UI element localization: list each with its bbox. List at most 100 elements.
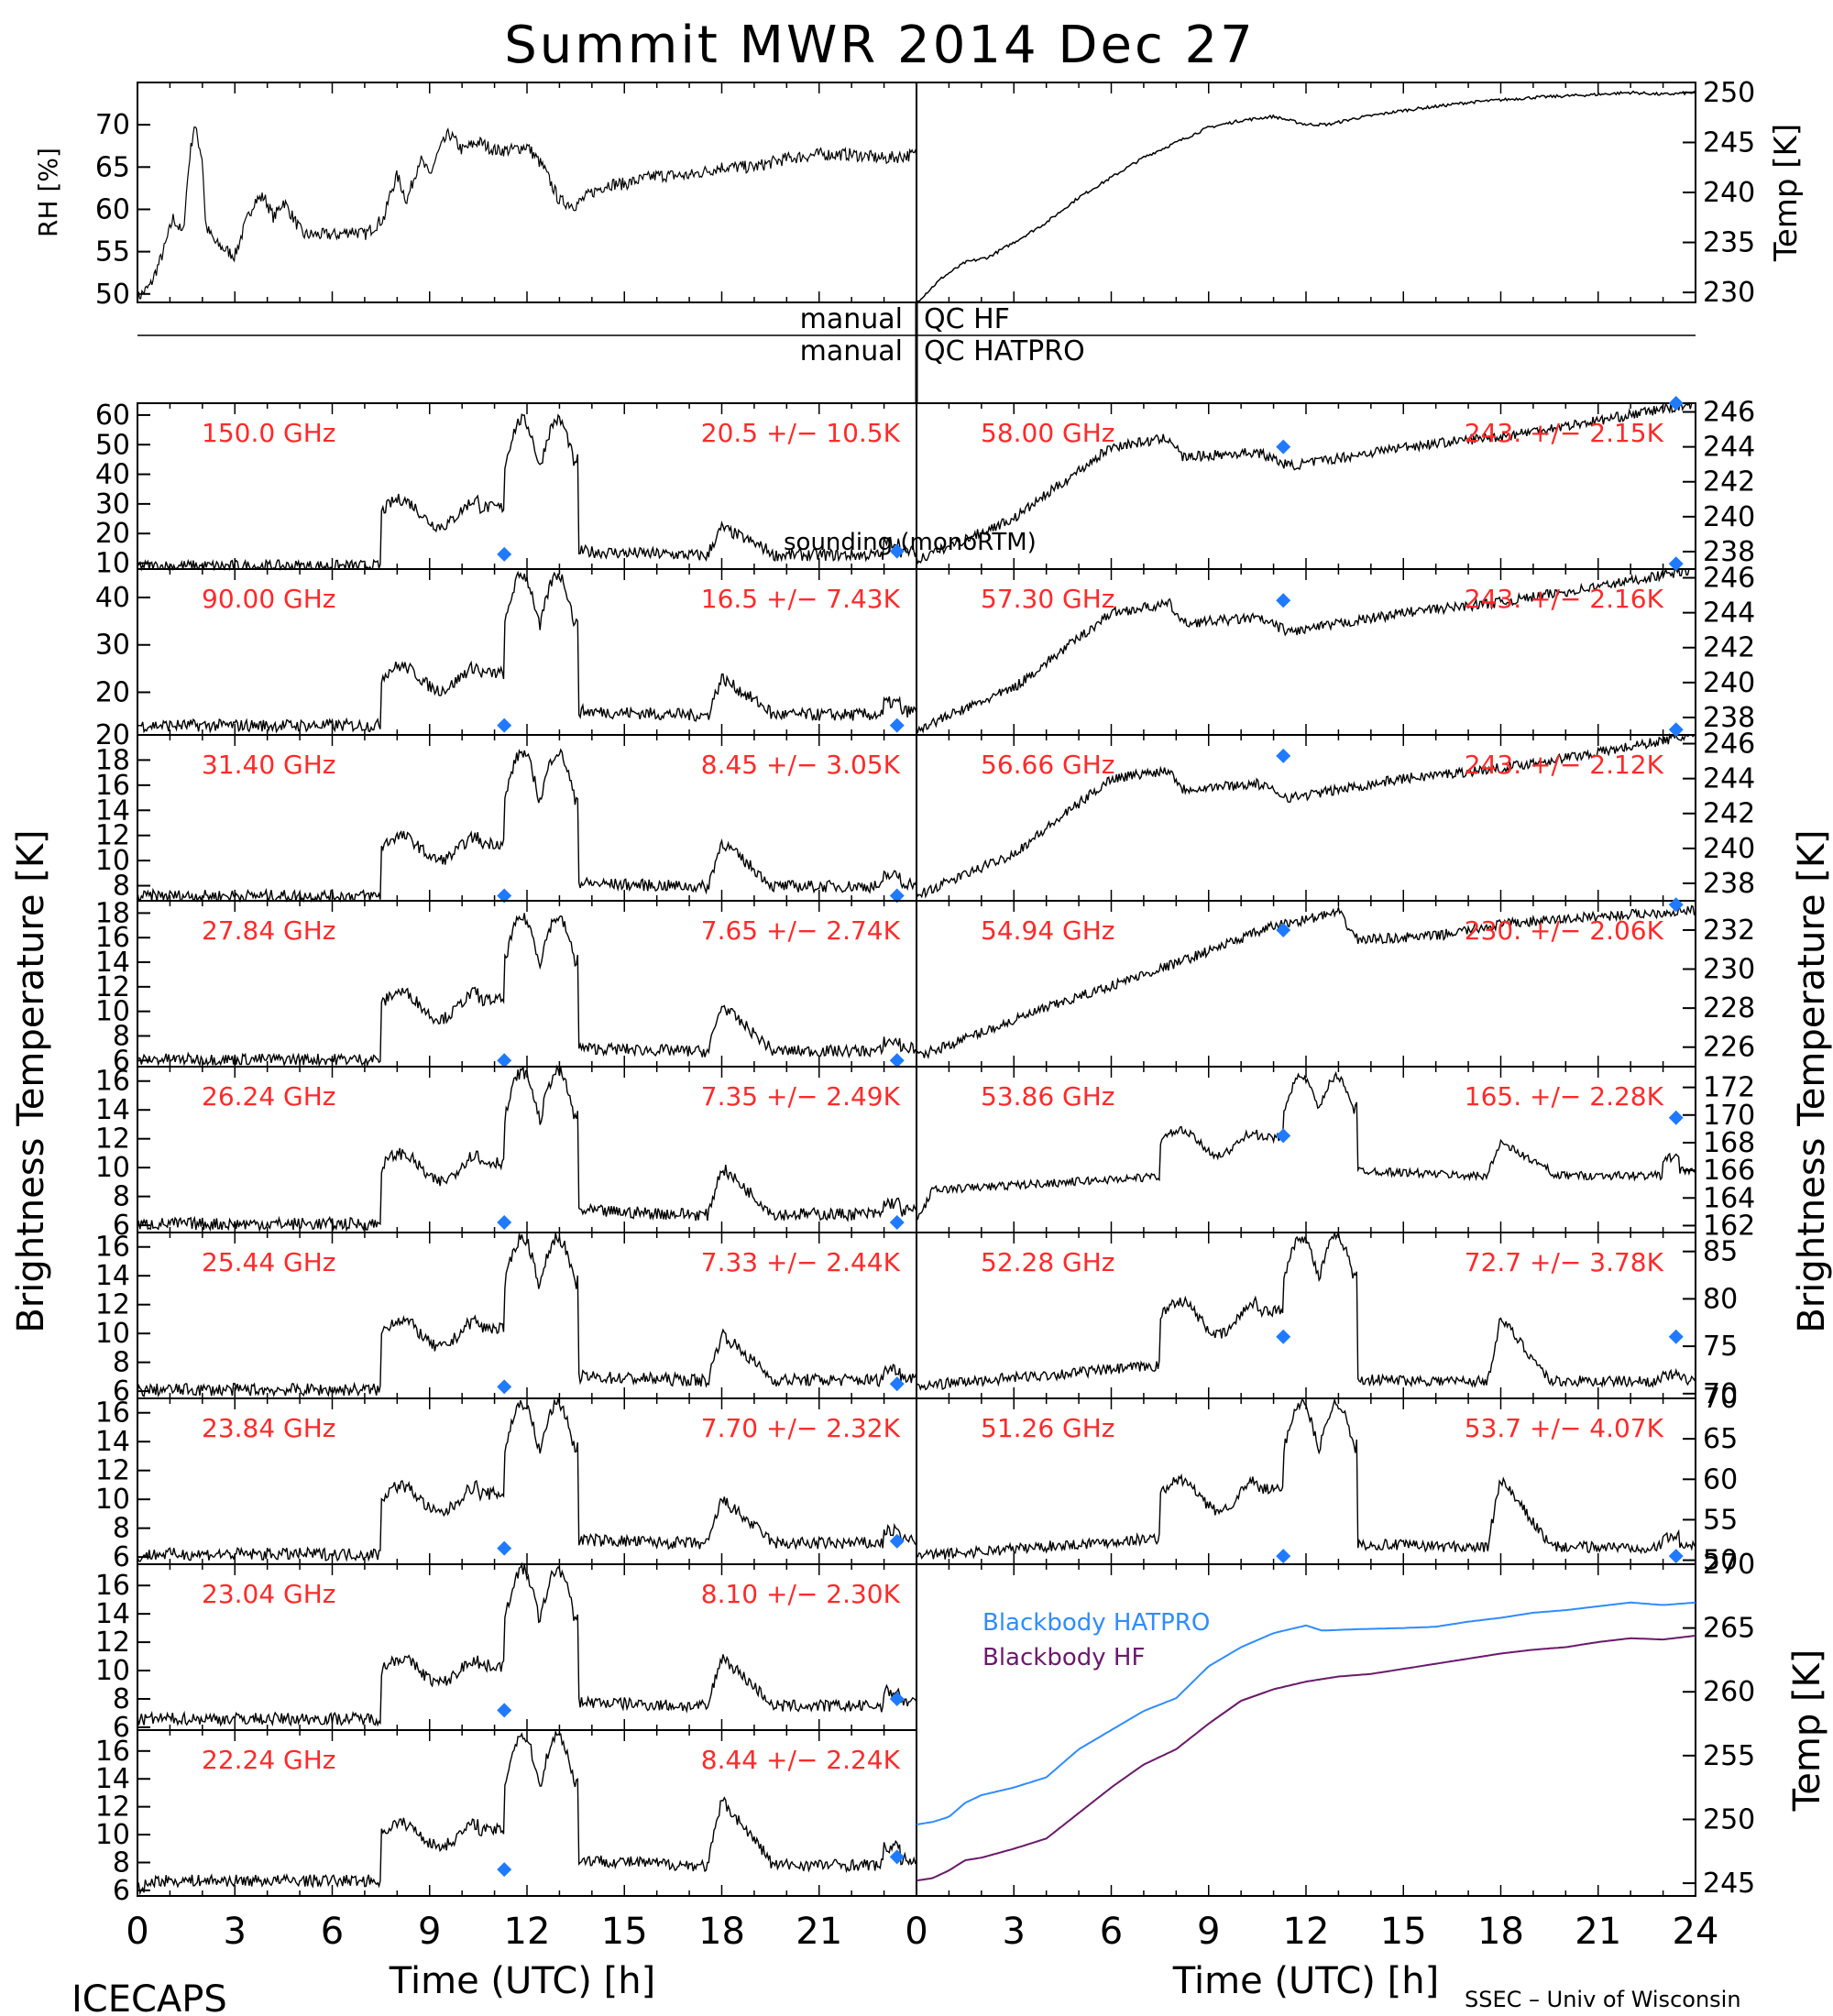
left-panel-5-series: [137, 1233, 917, 1398]
left-panel-3-ytick-label: 18: [95, 897, 130, 929]
right-panel-1-sounding-point: [1276, 593, 1291, 608]
right-panel-5-stats: 72.7 +/− 3.78K: [1465, 1247, 1664, 1277]
left-panel-6-sounding-point: [497, 1540, 512, 1556]
left-panel-4-ytick-label: 10: [95, 1152, 130, 1184]
right-panel-6-freq: 51.26 GHz: [981, 1413, 1115, 1443]
right-panel-3-ytick-label: 228: [1703, 992, 1755, 1024]
left-panel-1-sounding-point: [497, 718, 512, 733]
left-panel-4-ytick-label: 12: [95, 1123, 130, 1156]
rh-panel-ytick-label: 65: [95, 151, 130, 183]
x-tick-label-left: 21: [796, 1911, 842, 1953]
left-panel-0-ytick-label: 30: [95, 488, 130, 520]
left-panel-4-sounding-point: [889, 1214, 905, 1230]
temp-series: [916, 90, 1696, 303]
left-panel-3-sounding-point: [889, 1053, 905, 1068]
right-panel-3-freq: 54.94 GHz: [981, 915, 1115, 946]
temp-panel-ytick-label: 250: [1703, 77, 1755, 109]
left-panel-6-ytick-label: 14: [95, 1426, 130, 1458]
rh-panel-ytick-label: 55: [95, 236, 130, 268]
left-panel-0-sounding-point: [497, 546, 512, 562]
left-panel-7-ytick-label: 14: [95, 1598, 130, 1630]
right-panel-4-ytick-label: 170: [1703, 1100, 1755, 1132]
right-panel-1-series: [916, 566, 1696, 734]
left-panel-2-ytick-label: 20: [95, 719, 130, 751]
right-panel-0-series: [916, 400, 1696, 564]
left-panel-7-ytick-label: 10: [95, 1655, 130, 1687]
left-panel-6-ytick-label: 10: [95, 1484, 130, 1516]
rh-ylabel: RH [%]: [33, 148, 63, 237]
left-panel-6-sounding-point: [889, 1533, 905, 1549]
right-panel-3-sounding-point: [1668, 897, 1684, 913]
right-panel-0-ytick-label: 244: [1703, 432, 1755, 464]
right-panel-4-ytick-label: 164: [1703, 1182, 1755, 1214]
qc-hatpro-right: QC HATPRO: [924, 335, 1085, 367]
left-panel-2-sounding-point: [497, 888, 512, 904]
qc-hf-left: manual: [800, 303, 903, 335]
left-panel-3-ytick-label: 12: [95, 971, 130, 1003]
left-panel-1-freq: 90.00 GHz: [202, 584, 336, 614]
left-panel-4-series: [137, 1064, 917, 1233]
right-panel-1-sounding-point: [1668, 556, 1684, 572]
left-panel-2-ytick-label: 10: [95, 845, 130, 877]
left-panel-0-ytick-label: 60: [95, 400, 130, 432]
left-panel-8-ytick-label: 8: [113, 1846, 130, 1879]
right-panel-3-series: [916, 904, 1696, 1060]
right-panel-1-ytick-label: 240: [1703, 667, 1755, 699]
right-panel-0-stats: 243. +/− 2.15K: [1465, 418, 1664, 448]
left-panel-4-ytick-label: 6: [113, 1210, 130, 1242]
x-tick-label-left: 6: [321, 1911, 344, 1953]
left-panel-6-freq: 23.84 GHz: [202, 1413, 336, 1443]
right-panel-4-series: [916, 1070, 1696, 1221]
right-panel-0-freq: 58.00 GHz: [981, 418, 1115, 448]
left-panel-8-ytick-label: 12: [95, 1791, 130, 1824]
left-panel-0-ytick-label: 10: [95, 548, 130, 580]
left-panel-2-ytick-label: 14: [95, 794, 130, 827]
left-panel-5-sounding-point: [889, 1376, 905, 1392]
left-panel-7-ytick-label: 8: [113, 1683, 130, 1715]
left-panel-6-ytick-label: 6: [113, 1541, 130, 1573]
right-panel-5-ytick-label: 75: [1703, 1331, 1738, 1363]
rh-panel-ytick-label: 70: [95, 109, 130, 141]
right-panel-4-ytick-label: 162: [1703, 1210, 1755, 1242]
right-panel-5-sounding-point: [1668, 1329, 1684, 1344]
temp-panel-ytick-label: 230: [1703, 277, 1755, 309]
right-panel-6-stats: 53.7 +/− 4.07K: [1465, 1413, 1664, 1443]
right-panel-4-freq: 53.86 GHz: [981, 1081, 1115, 1112]
x-tick-label-right: 21: [1575, 1911, 1621, 1953]
left-panel-5-ytick-label: 8: [113, 1347, 130, 1379]
left-panel-0-ytick-label: 20: [95, 518, 130, 550]
x-tick-label-left: 9: [418, 1911, 441, 1953]
right-panel-2-sounding-point: [1668, 722, 1684, 738]
left-panel-8-ytick-label: 16: [95, 1736, 130, 1768]
right-panel-4-ytick-label: 172: [1703, 1072, 1755, 1104]
left-panel-6-stats: 7.70 +/− 2.32K: [701, 1413, 901, 1443]
x-tick-label-right: 0: [905, 1911, 927, 1953]
right-panel-1-freq: 57.30 GHz: [981, 584, 1115, 614]
left-panel-4-freq: 26.24 GHz: [202, 1081, 336, 1112]
left-panel-0-ytick-label: 50: [95, 429, 130, 461]
right-panel-4-ytick-label: 166: [1703, 1155, 1755, 1187]
x-tick-label-right: 12: [1283, 1911, 1330, 1953]
x-tick-label-left: 12: [504, 1911, 551, 1953]
right-panel-2-stats: 243. +/− 2.12K: [1465, 750, 1664, 780]
blackbody-ylabel: Temp [K]: [1786, 1649, 1828, 1813]
right-panel-0-ytick-label: 238: [1703, 536, 1755, 568]
left-panel-8-sounding-point: [497, 1862, 512, 1878]
right-panel-2-series: [916, 732, 1696, 899]
left-panel-2-ytick-label: 12: [95, 820, 130, 852]
right-panel-2-ytick-label: 240: [1703, 833, 1755, 865]
right-panel-3-sounding-point: [1276, 922, 1291, 937]
right-panel-2-sounding-point: [1276, 748, 1291, 763]
left-panel-8-ytick-label: 14: [95, 1763, 130, 1795]
left-panel-5-ytick-label: 6: [113, 1375, 130, 1408]
right-panel-4-sounding-point: [1276, 1128, 1291, 1144]
left-panel-5-ytick-label: 10: [95, 1318, 130, 1350]
x-tick-label-left: 18: [698, 1911, 745, 1953]
left-panel-5-sounding-point: [497, 1379, 512, 1395]
x-tick-label-right: 18: [1477, 1911, 1524, 1953]
right-panel-0-ytick-label: 246: [1703, 397, 1755, 429]
right-panel-6-ytick-label: 70: [1703, 1383, 1738, 1415]
right-panel-0-ytick-label: 240: [1703, 501, 1755, 533]
left-panel-1-ytick-label: 20: [95, 676, 130, 708]
